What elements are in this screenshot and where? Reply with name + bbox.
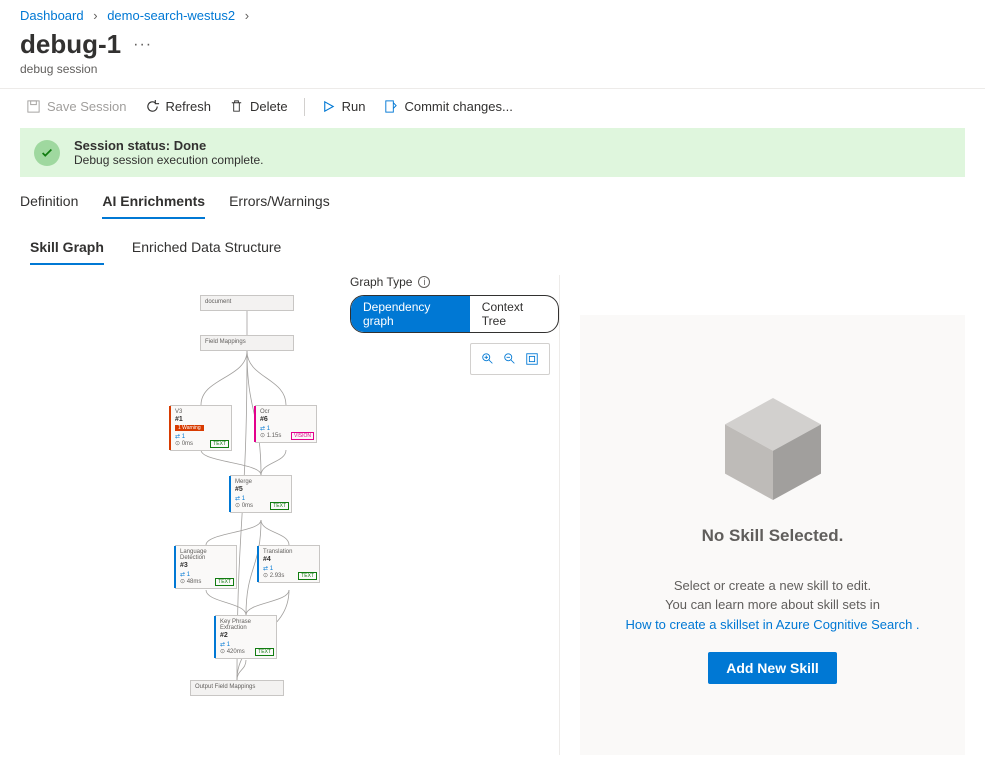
empty-state-title: No Skill Selected. bbox=[702, 526, 844, 546]
page-subtitle: debug session bbox=[20, 62, 965, 76]
graph-node-n6[interactable]: Ocr#6⇄ 1⊙ 1.15sVISION bbox=[255, 405, 317, 443]
page-header: debug-1 ··· debug session bbox=[0, 27, 985, 88]
info-icon[interactable]: i bbox=[418, 276, 430, 288]
toolbar: Save Session Refresh Delete Run Commit c… bbox=[0, 88, 985, 124]
trash-icon bbox=[229, 99, 244, 114]
save-icon bbox=[26, 99, 41, 114]
add-new-skill-button[interactable]: Add New Skill bbox=[708, 652, 837, 684]
zoom-out-icon[interactable] bbox=[501, 350, 519, 368]
toolbar-separator bbox=[304, 98, 305, 116]
delete-button[interactable]: Delete bbox=[223, 95, 294, 118]
subtab-skill-graph[interactable]: Skill Graph bbox=[30, 235, 104, 265]
graph-node-n4[interactable]: Translation#4⇄ 1⊙ 2.93sTEXT bbox=[258, 545, 320, 583]
main-tabs: Definition AI Enrichments Errors/Warning… bbox=[0, 177, 985, 219]
run-button[interactable]: Run bbox=[315, 95, 372, 118]
success-check-icon bbox=[34, 140, 60, 166]
graph-node-n5[interactable]: Merge#5⇄ 1⊙ 0msTEXT bbox=[230, 475, 292, 513]
commit-icon bbox=[383, 99, 398, 114]
sub-tabs: Skill Graph Enriched Data Structure bbox=[0, 219, 985, 265]
chevron-right-icon: › bbox=[245, 8, 249, 23]
commit-button[interactable]: Commit changes... bbox=[377, 95, 518, 118]
delete-label: Delete bbox=[250, 99, 288, 114]
refresh-icon bbox=[145, 99, 160, 114]
chevron-right-icon: › bbox=[93, 8, 97, 23]
skill-graph-canvas[interactable]: document Field Mappings V3#11 Warning⇄ 1⊙ … bbox=[160, 295, 480, 735]
save-session-button[interactable]: Save Session bbox=[20, 95, 133, 118]
empty-state-text: Select or create a new skill to edit. Yo… bbox=[625, 576, 919, 635]
graph-node-doc[interactable]: document bbox=[200, 295, 294, 311]
graph-node-ofm[interactable]: Output Field Mappings bbox=[190, 680, 284, 696]
tab-errors-warnings[interactable]: Errors/Warnings bbox=[229, 187, 330, 219]
graph-node-fm[interactable]: Field Mappings bbox=[200, 335, 294, 351]
zoom-in-icon[interactable] bbox=[479, 350, 497, 368]
subtab-enriched-data[interactable]: Enriched Data Structure bbox=[132, 235, 281, 265]
page-title: debug-1 bbox=[20, 29, 121, 60]
breadcrumb: Dashboard › demo-search-westus2 › bbox=[0, 0, 985, 27]
breadcrumb-dashboard[interactable]: Dashboard bbox=[20, 8, 84, 23]
tab-definition[interactable]: Definition bbox=[20, 187, 78, 219]
refresh-button[interactable]: Refresh bbox=[139, 95, 218, 118]
save-label: Save Session bbox=[47, 99, 127, 114]
fit-screen-icon[interactable] bbox=[523, 350, 541, 368]
graph-panel: Graph Type i Dependency graph Context Tr… bbox=[20, 275, 560, 755]
graph-node-n1[interactable]: V3#11 Warning⇄ 1⊙ 0msTEXT bbox=[170, 405, 232, 451]
graph-node-n2[interactable]: Key Phrase Extraction#2⇄ 1⊙ 420msTEXT bbox=[215, 615, 277, 659]
graph-node-n3[interactable]: Language Detection#3⇄ 1⊙ 48msTEXT bbox=[175, 545, 237, 589]
tab-ai-enrichments[interactable]: AI Enrichments bbox=[102, 187, 205, 219]
commit-label: Commit changes... bbox=[404, 99, 512, 114]
refresh-label: Refresh bbox=[166, 99, 212, 114]
status-bar: Session status: Done Debug session execu… bbox=[20, 128, 965, 177]
status-subtitle: Debug session execution complete. bbox=[74, 153, 263, 167]
skill-detail-panel: No Skill Selected. Select or create a ne… bbox=[580, 315, 965, 755]
status-title: Session status: Done bbox=[74, 138, 263, 153]
pill-context-tree[interactable]: Context Tree bbox=[470, 296, 558, 332]
zoom-controls bbox=[470, 343, 550, 375]
breadcrumb-resource[interactable]: demo-search-westus2 bbox=[107, 8, 235, 23]
more-actions-button[interactable]: ··· bbox=[133, 36, 152, 54]
play-icon bbox=[321, 99, 336, 114]
skillset-docs-link[interactable]: How to create a skillset in Azure Cognit… bbox=[625, 617, 919, 632]
graph-type-label: Graph Type i bbox=[350, 275, 559, 289]
run-label: Run bbox=[342, 99, 366, 114]
cube-placeholder-icon bbox=[713, 386, 833, 506]
